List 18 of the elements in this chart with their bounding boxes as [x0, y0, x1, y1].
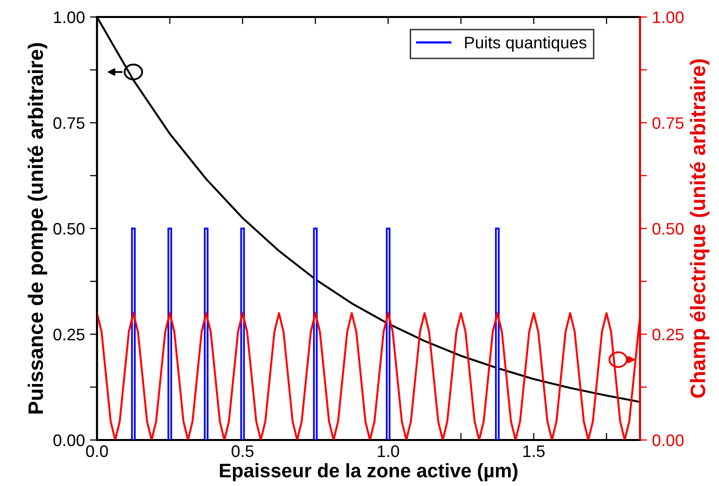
y2-tick-label: 0.75 — [652, 117, 684, 129]
y2-tick-label: 1.00 — [653, 11, 684, 24]
x-tick-label: 1.0 — [378, 445, 400, 458]
y2-axis-title: Champ électrique (unité arbitraire) — [690, 59, 710, 398]
y-tick-label: 0.50 — [53, 222, 85, 235]
legend-label: Puits quantiques — [465, 36, 586, 52]
x-tick-label: 0.5 — [232, 445, 254, 458]
y-axis-title: Puissance de pompe (unité arbitraire) — [28, 43, 48, 414]
x-tick-label: 1.5 — [523, 445, 545, 458]
y2-tick-label: 0.00 — [652, 434, 684, 446]
x-axis-title: Epaisseur de la zone active (µm) — [220, 463, 518, 482]
y-tick-label: 0.25 — [53, 328, 84, 340]
y2-tick-label: 0.50 — [652, 222, 684, 235]
y-tick-label: 0.00 — [53, 434, 85, 446]
y-tick-label: 0.75 — [53, 117, 84, 129]
y2-tick-label: 0.25 — [652, 328, 684, 340]
x-tick-label: 0.0 — [86, 445, 108, 458]
y-tick-label: 1.00 — [54, 11, 85, 24]
